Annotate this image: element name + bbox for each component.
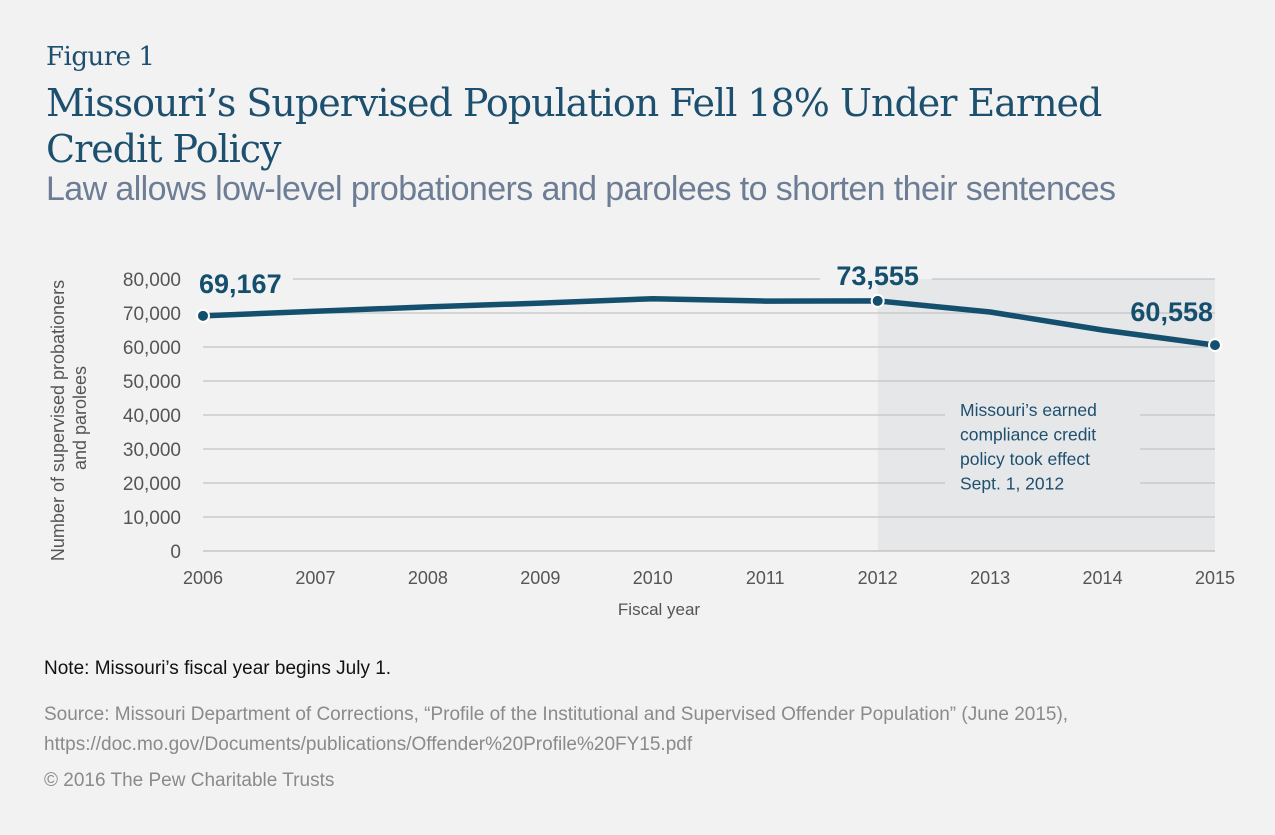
annotation: Missouri’s earned compliance credit policy… bbox=[960, 400, 1097, 494]
x-tick-label: 2009 bbox=[520, 568, 560, 588]
y-tick-label: 20,000 bbox=[123, 474, 181, 495]
y-tick-label: 0 bbox=[170, 542, 181, 563]
y-tick-label: 40,000 bbox=[123, 406, 181, 427]
x-axis-label: Fiscal year bbox=[618, 600, 701, 619]
x-tick-label: 2012 bbox=[858, 568, 898, 588]
data-point-marker bbox=[196, 308, 210, 323]
source-line-1: Source: Missouri Department of Correctio… bbox=[44, 704, 1069, 725]
gridlines bbox=[203, 278, 1215, 552]
data-label: 73,555 bbox=[836, 261, 919, 291]
y-axis-label: Number of supervised probationers and pa… bbox=[48, 275, 90, 561]
x-tick-label: 2014 bbox=[1083, 568, 1123, 588]
annotation-line: policy took effect bbox=[960, 449, 1090, 469]
chart-subtitle: Law allows low-level probationers and pa… bbox=[46, 170, 1116, 208]
y-axis-label-line-2: and parolees bbox=[70, 366, 90, 470]
annotation-line: compliance credit bbox=[960, 425, 1096, 445]
annotation-line: Missouri’s earned bbox=[960, 400, 1097, 420]
x-tick-label: 2010 bbox=[633, 568, 673, 588]
x-tick-label: 2007 bbox=[295, 568, 335, 588]
y-tick-label: 30,000 bbox=[123, 440, 181, 461]
annotation-line: Sept. 1, 2012 bbox=[960, 474, 1064, 494]
y-tick-label: 80,000 bbox=[123, 270, 181, 291]
x-tick-label: 2015 bbox=[1195, 568, 1235, 588]
data-label: 60,558 bbox=[1130, 297, 1213, 327]
data-point-marker bbox=[870, 293, 885, 308]
chart-title: Missouri’s Supervised Population Fell 18… bbox=[46, 81, 1102, 171]
data-labels: 69,167 73,555 60,558 bbox=[199, 261, 1213, 327]
data-point-marker bbox=[1208, 338, 1222, 353]
y-tick-label: 60,000 bbox=[123, 338, 181, 359]
figure-label: Figure 1 bbox=[46, 42, 155, 72]
data-label: 69,167 bbox=[199, 269, 282, 299]
x-tick-label: 2013 bbox=[970, 568, 1010, 588]
x-tick-label: 2008 bbox=[408, 568, 448, 588]
line-chart: 0 10,000 20,000 30,000 40,000 50,000 60,000 70,… bbox=[48, 261, 1235, 619]
source-url: https://doc.mo.gov/Documents/publication… bbox=[44, 734, 693, 755]
source-citation: Source: Missouri Department of Correctio… bbox=[44, 700, 1244, 760]
x-axis-ticks: 2006 2007 2008 2009 2010 2011 2012 2013 2014 2015 bbox=[183, 568, 1235, 588]
y-axis-ticks: 0 10,000 20,000 30,000 40,000 50,000 60,000 70,… bbox=[123, 270, 181, 563]
series-line-layer bbox=[196, 293, 1222, 353]
y-axis-label-line-1: Number of supervised probationers bbox=[48, 280, 68, 561]
series-line bbox=[200, 295, 1218, 348]
x-tick-label: 2011 bbox=[746, 568, 785, 588]
y-tick-label: 10,000 bbox=[123, 508, 181, 529]
x-tick-label: 2006 bbox=[183, 568, 223, 588]
y-tick-label: 50,000 bbox=[123, 372, 181, 393]
copyright: © 2016 The Pew Charitable Trusts bbox=[44, 770, 335, 791]
footnote: Note: Missouri’s fiscal year begins July… bbox=[44, 658, 392, 679]
y-tick-label: 70,000 bbox=[123, 304, 181, 325]
